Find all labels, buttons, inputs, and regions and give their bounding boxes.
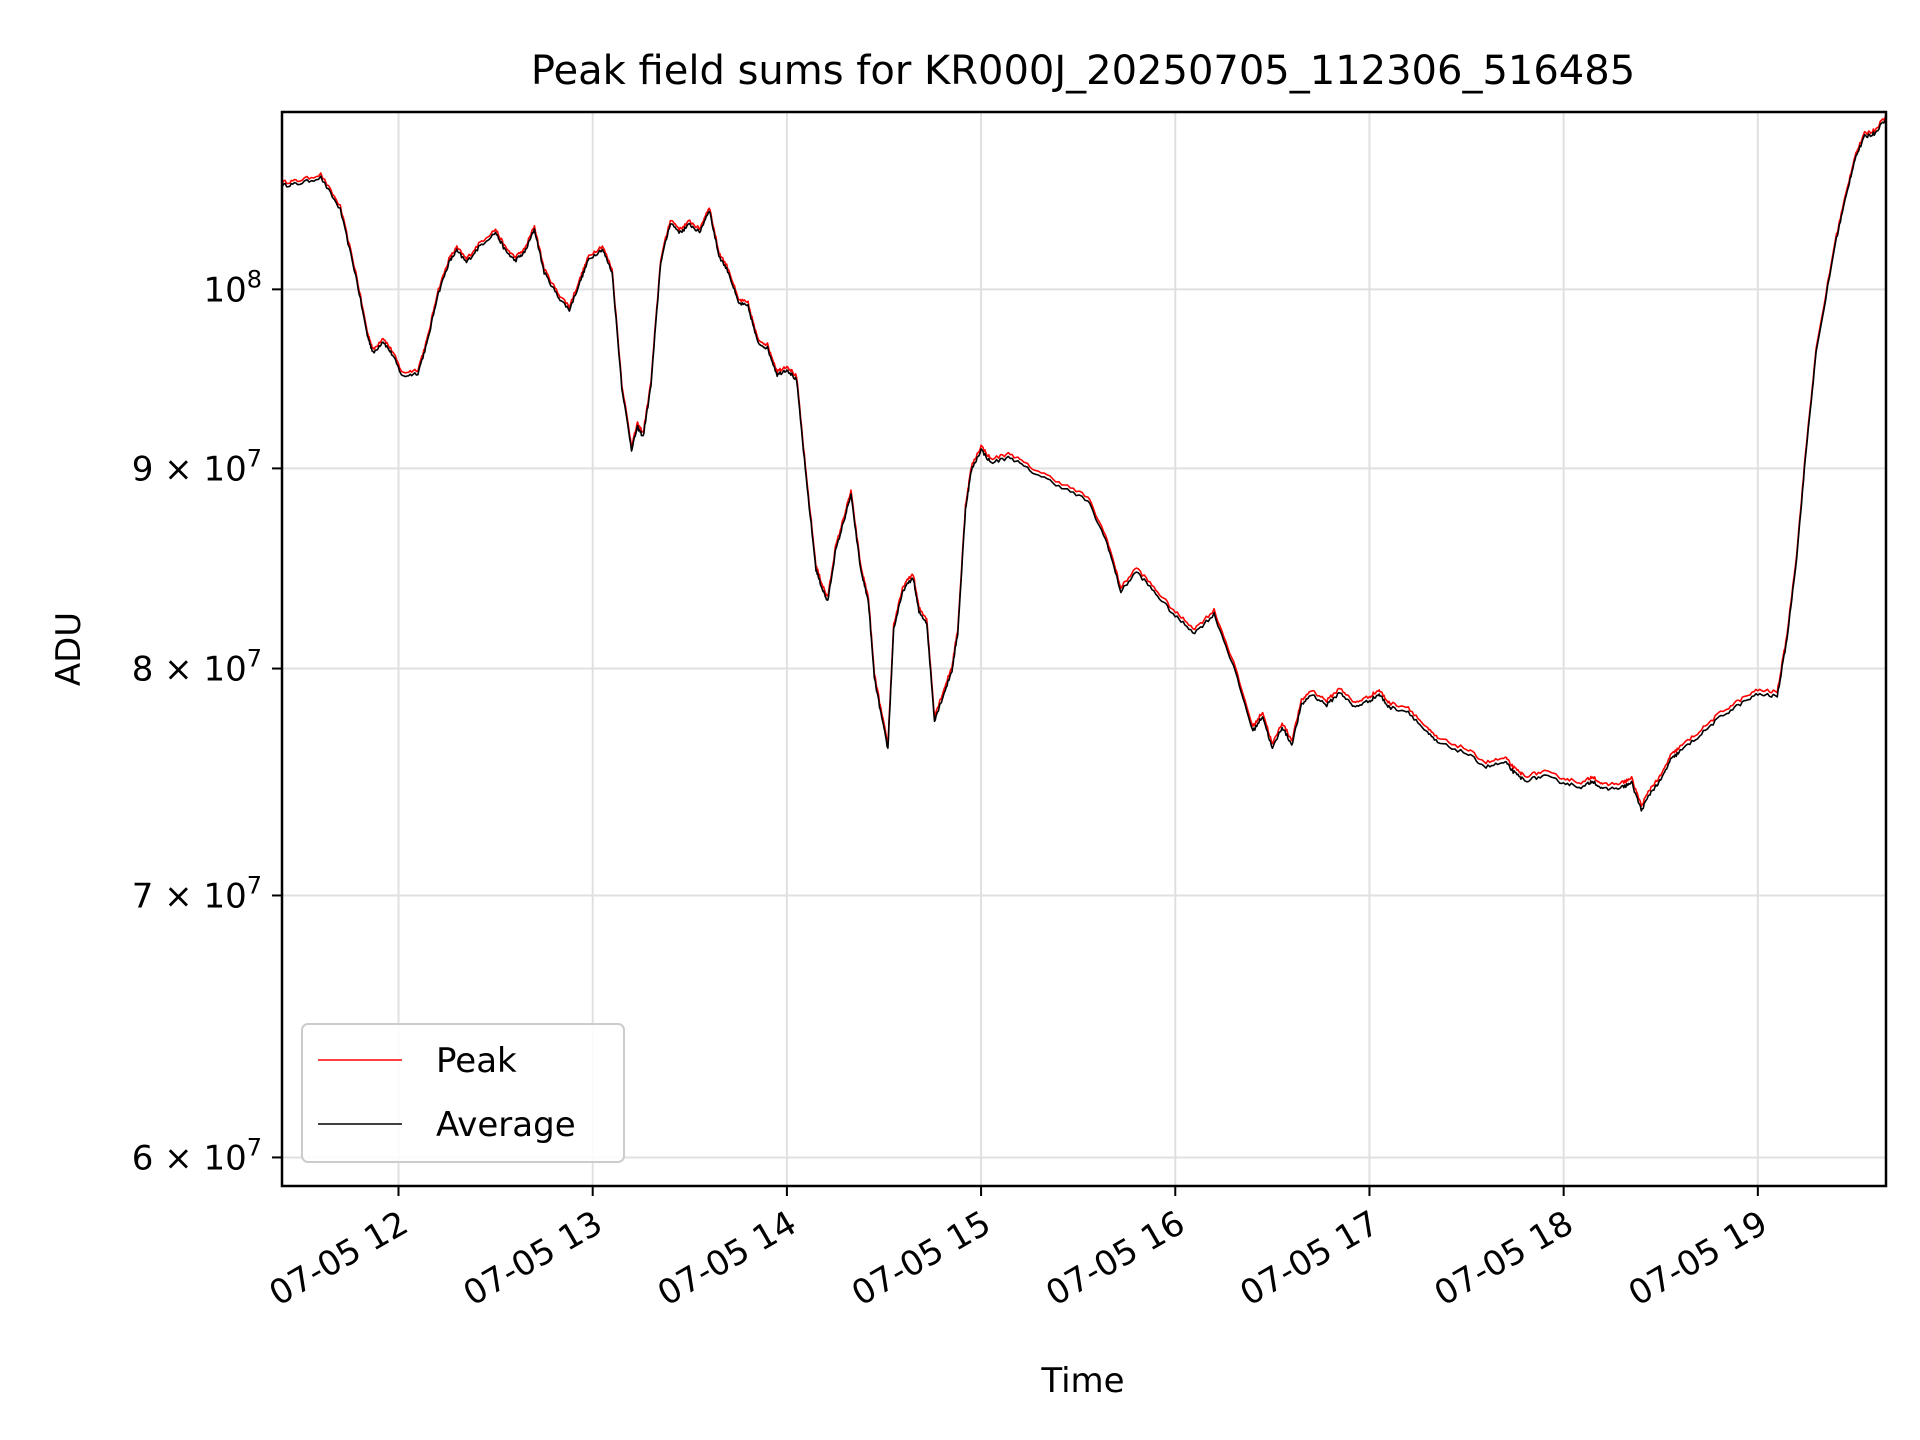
series-line-peak	[282, 114, 1886, 808]
y-tick-label: 7 × 107	[132, 871, 262, 916]
y-axis: 6 × 107 7 × 107 8 × 107 9 × 107 108	[132, 265, 282, 1178]
series-line-average	[282, 117, 1886, 812]
legend: Peak Average	[301, 1023, 625, 1163]
y-tick-label: 8 × 107	[132, 645, 262, 690]
y-tick-label: 108	[203, 265, 262, 310]
y-tick-label: 6 × 107	[132, 1133, 262, 1178]
legend-label-average: Average	[436, 1105, 576, 1145]
legend-box	[301, 1023, 625, 1163]
plot-frame	[280, 110, 1888, 1188]
series-layer	[282, 114, 1886, 812]
y-axis-label: ADU	[49, 612, 89, 686]
chart-title: Peak field sums for KR000J_20250705_1123…	[531, 48, 1635, 94]
legend-label-peak: Peak	[436, 1041, 517, 1081]
x-axis-label: Time	[1040, 1361, 1124, 1401]
y-tick-label: 9 × 107	[132, 444, 262, 489]
